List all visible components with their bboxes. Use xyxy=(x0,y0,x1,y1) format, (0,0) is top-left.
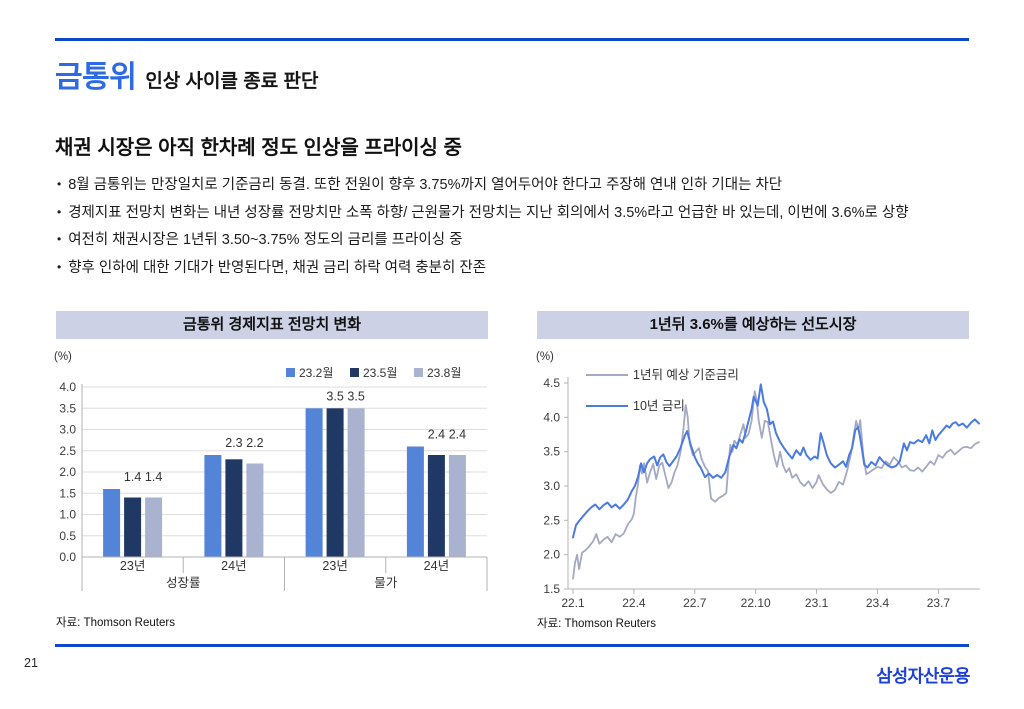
right-chart-source: 자료: Thomson Reuters xyxy=(537,618,656,630)
x-tick-label: 22.10 xyxy=(741,596,771,608)
legend-label: 23.8월 xyxy=(427,366,461,380)
left-chart-title: 금통위 경제지표 전망치 변화 xyxy=(56,311,488,339)
bar-chart: (%) 23.2월 23.5월 23.8월 0.0 0.5 1.0 1.5 2.0 2.5 3.0 3… xyxy=(54,351,488,591)
bullet-item: 경제지표 전망치 변화는 내년 성장률 전망치만 소폭 하향/ 근원물가 전망치… xyxy=(57,200,908,228)
bullet-item: 향후 인하에 대한 기대가 반영된다면, 채권 금리 하락 여력 충분히 잔존 xyxy=(57,255,909,283)
y-tick-label: 4.0 xyxy=(59,380,76,394)
legend-swatch xyxy=(414,368,423,377)
series-line xyxy=(572,390,980,580)
bar xyxy=(246,463,264,557)
bar-chart-canvas: (%) 23.2월 23.5월 23.8월 0.0 0.5 1.0 1.5 2.0 2.5 3.0 3… xyxy=(50,346,510,608)
x-tick-label: 22.1 xyxy=(561,596,585,608)
x-tick-label: 22.7 xyxy=(683,596,707,608)
y-tick-label: 0.5 xyxy=(59,529,76,543)
group-label: 성장률 xyxy=(166,576,201,590)
y-tick-label: 3.5 xyxy=(543,445,560,459)
bullet-list: 8월 금통위는 만장일치로 기준금리 동결. 또한 전원이 향후 3.75%까지… xyxy=(57,172,909,283)
bar xyxy=(427,455,445,557)
bar-value-label: 1.4 xyxy=(145,470,162,484)
bar xyxy=(225,459,243,557)
x-tick-label: 23.7 xyxy=(927,596,951,608)
bar-value-label: 2.2 xyxy=(246,436,263,450)
line-chart: (%) 1.5 2.0 2.5 3.0 3.5 4.0 4.5 22.1 22.4 22.7 22.1… xyxy=(536,351,980,610)
bar xyxy=(326,408,344,558)
y-tick-label: 0.0 xyxy=(59,550,76,564)
page-number: 21 xyxy=(24,656,38,670)
category-label: 24년 xyxy=(221,559,246,573)
right-chart-title: 1년뒤 3.6%를 예상하는 선도시장 xyxy=(537,311,969,339)
bullet-item: 8월 금통위는 만장일치로 기준금리 동결. 또한 전원이 향후 3.75%까지… xyxy=(57,172,909,200)
x-tick-label: 23.1 xyxy=(805,596,829,608)
category-label: 24년 xyxy=(424,559,449,573)
bar xyxy=(305,408,323,558)
left-chart-source: 자료: Thomson Reuters xyxy=(56,617,175,629)
bar xyxy=(406,446,424,557)
bar-value-label: 2.4 xyxy=(428,428,445,442)
unit-label: (%) xyxy=(536,351,554,363)
y-tick-label: 3.0 xyxy=(543,479,560,493)
unit-label: (%) xyxy=(54,351,72,363)
category-label: 23년 xyxy=(120,559,145,573)
bar-value-label: 1.4 xyxy=(124,470,141,484)
y-tick-label: 2.0 xyxy=(543,548,560,562)
line-chart-canvas: (%) 1.5 2.0 2.5 3.0 3.5 4.0 4.5 22.1 22.4 22.7 22.1… xyxy=(528,346,998,610)
bar-value-label: 3.5 xyxy=(326,389,343,403)
bullet-item: 여전히 채권시장은 1년뒤 3.50~3.75% 정도의 금리를 프라이싱 중 xyxy=(57,227,909,255)
y-tick-label: 1.0 xyxy=(59,508,76,522)
bar xyxy=(204,455,222,557)
y-tick-label: 3.0 xyxy=(59,423,76,437)
legend-label: 23.5월 xyxy=(363,366,397,380)
company-logo: 삼성자산운용 xyxy=(876,666,970,686)
bar xyxy=(448,455,466,557)
slide-subtitle: 채권 시장은 아직 한차례 정도 인상을 프라이싱 중 xyxy=(55,137,462,159)
x-tick-label: 23.4 xyxy=(866,596,890,608)
legend-label: 10년 금리 xyxy=(633,399,685,413)
legend-swatch xyxy=(286,368,295,377)
series-line xyxy=(572,383,980,539)
y-tick-label: 1.5 xyxy=(59,486,76,500)
y-tick-label: 1.5 xyxy=(543,582,560,596)
bar-value-label: 3.5 xyxy=(347,389,364,403)
top-rule xyxy=(55,38,969,41)
page-title: 금통위 인상 사이클 종료 판단 xyxy=(55,52,318,96)
legend-label: 1년뒤 예상 기준금리 xyxy=(633,368,739,382)
y-tick-label: 4.0 xyxy=(543,410,560,424)
category-label: 23년 xyxy=(322,559,347,573)
footer-rule xyxy=(55,644,969,647)
bar xyxy=(347,408,365,558)
y-tick-label: 2.5 xyxy=(543,513,560,527)
legend-swatch xyxy=(350,368,359,377)
page-title-accent: 금통위 xyxy=(55,61,137,94)
y-tick-label: 2.0 xyxy=(59,465,76,479)
bar xyxy=(103,489,121,557)
x-tick-label: 22.4 xyxy=(622,596,646,608)
page-title-rest: 인상 사이클 종료 판단 xyxy=(145,71,319,92)
legend-label: 23.2월 xyxy=(299,366,333,380)
group-label: 물가 xyxy=(374,576,398,590)
y-tick-label: 2.5 xyxy=(59,444,76,458)
bar-value-label: 2.3 xyxy=(225,436,242,450)
bar xyxy=(124,497,142,557)
y-tick-label: 4.5 xyxy=(543,376,560,390)
y-tick-label: 3.5 xyxy=(59,401,76,415)
bar-value-label: 2.4 xyxy=(449,428,466,442)
bar xyxy=(145,497,163,557)
